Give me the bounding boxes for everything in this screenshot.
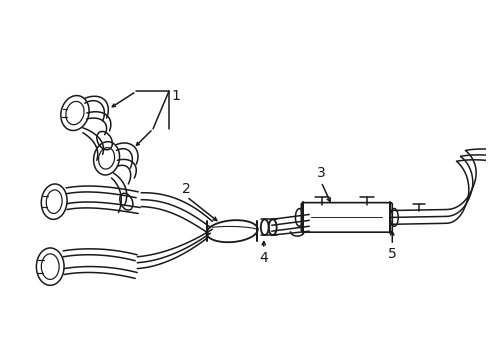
Text: 1: 1 xyxy=(171,89,181,103)
Text: 5: 5 xyxy=(387,247,396,261)
Text: 3: 3 xyxy=(316,166,325,180)
Text: 2: 2 xyxy=(182,182,191,196)
Text: 4: 4 xyxy=(259,251,267,265)
